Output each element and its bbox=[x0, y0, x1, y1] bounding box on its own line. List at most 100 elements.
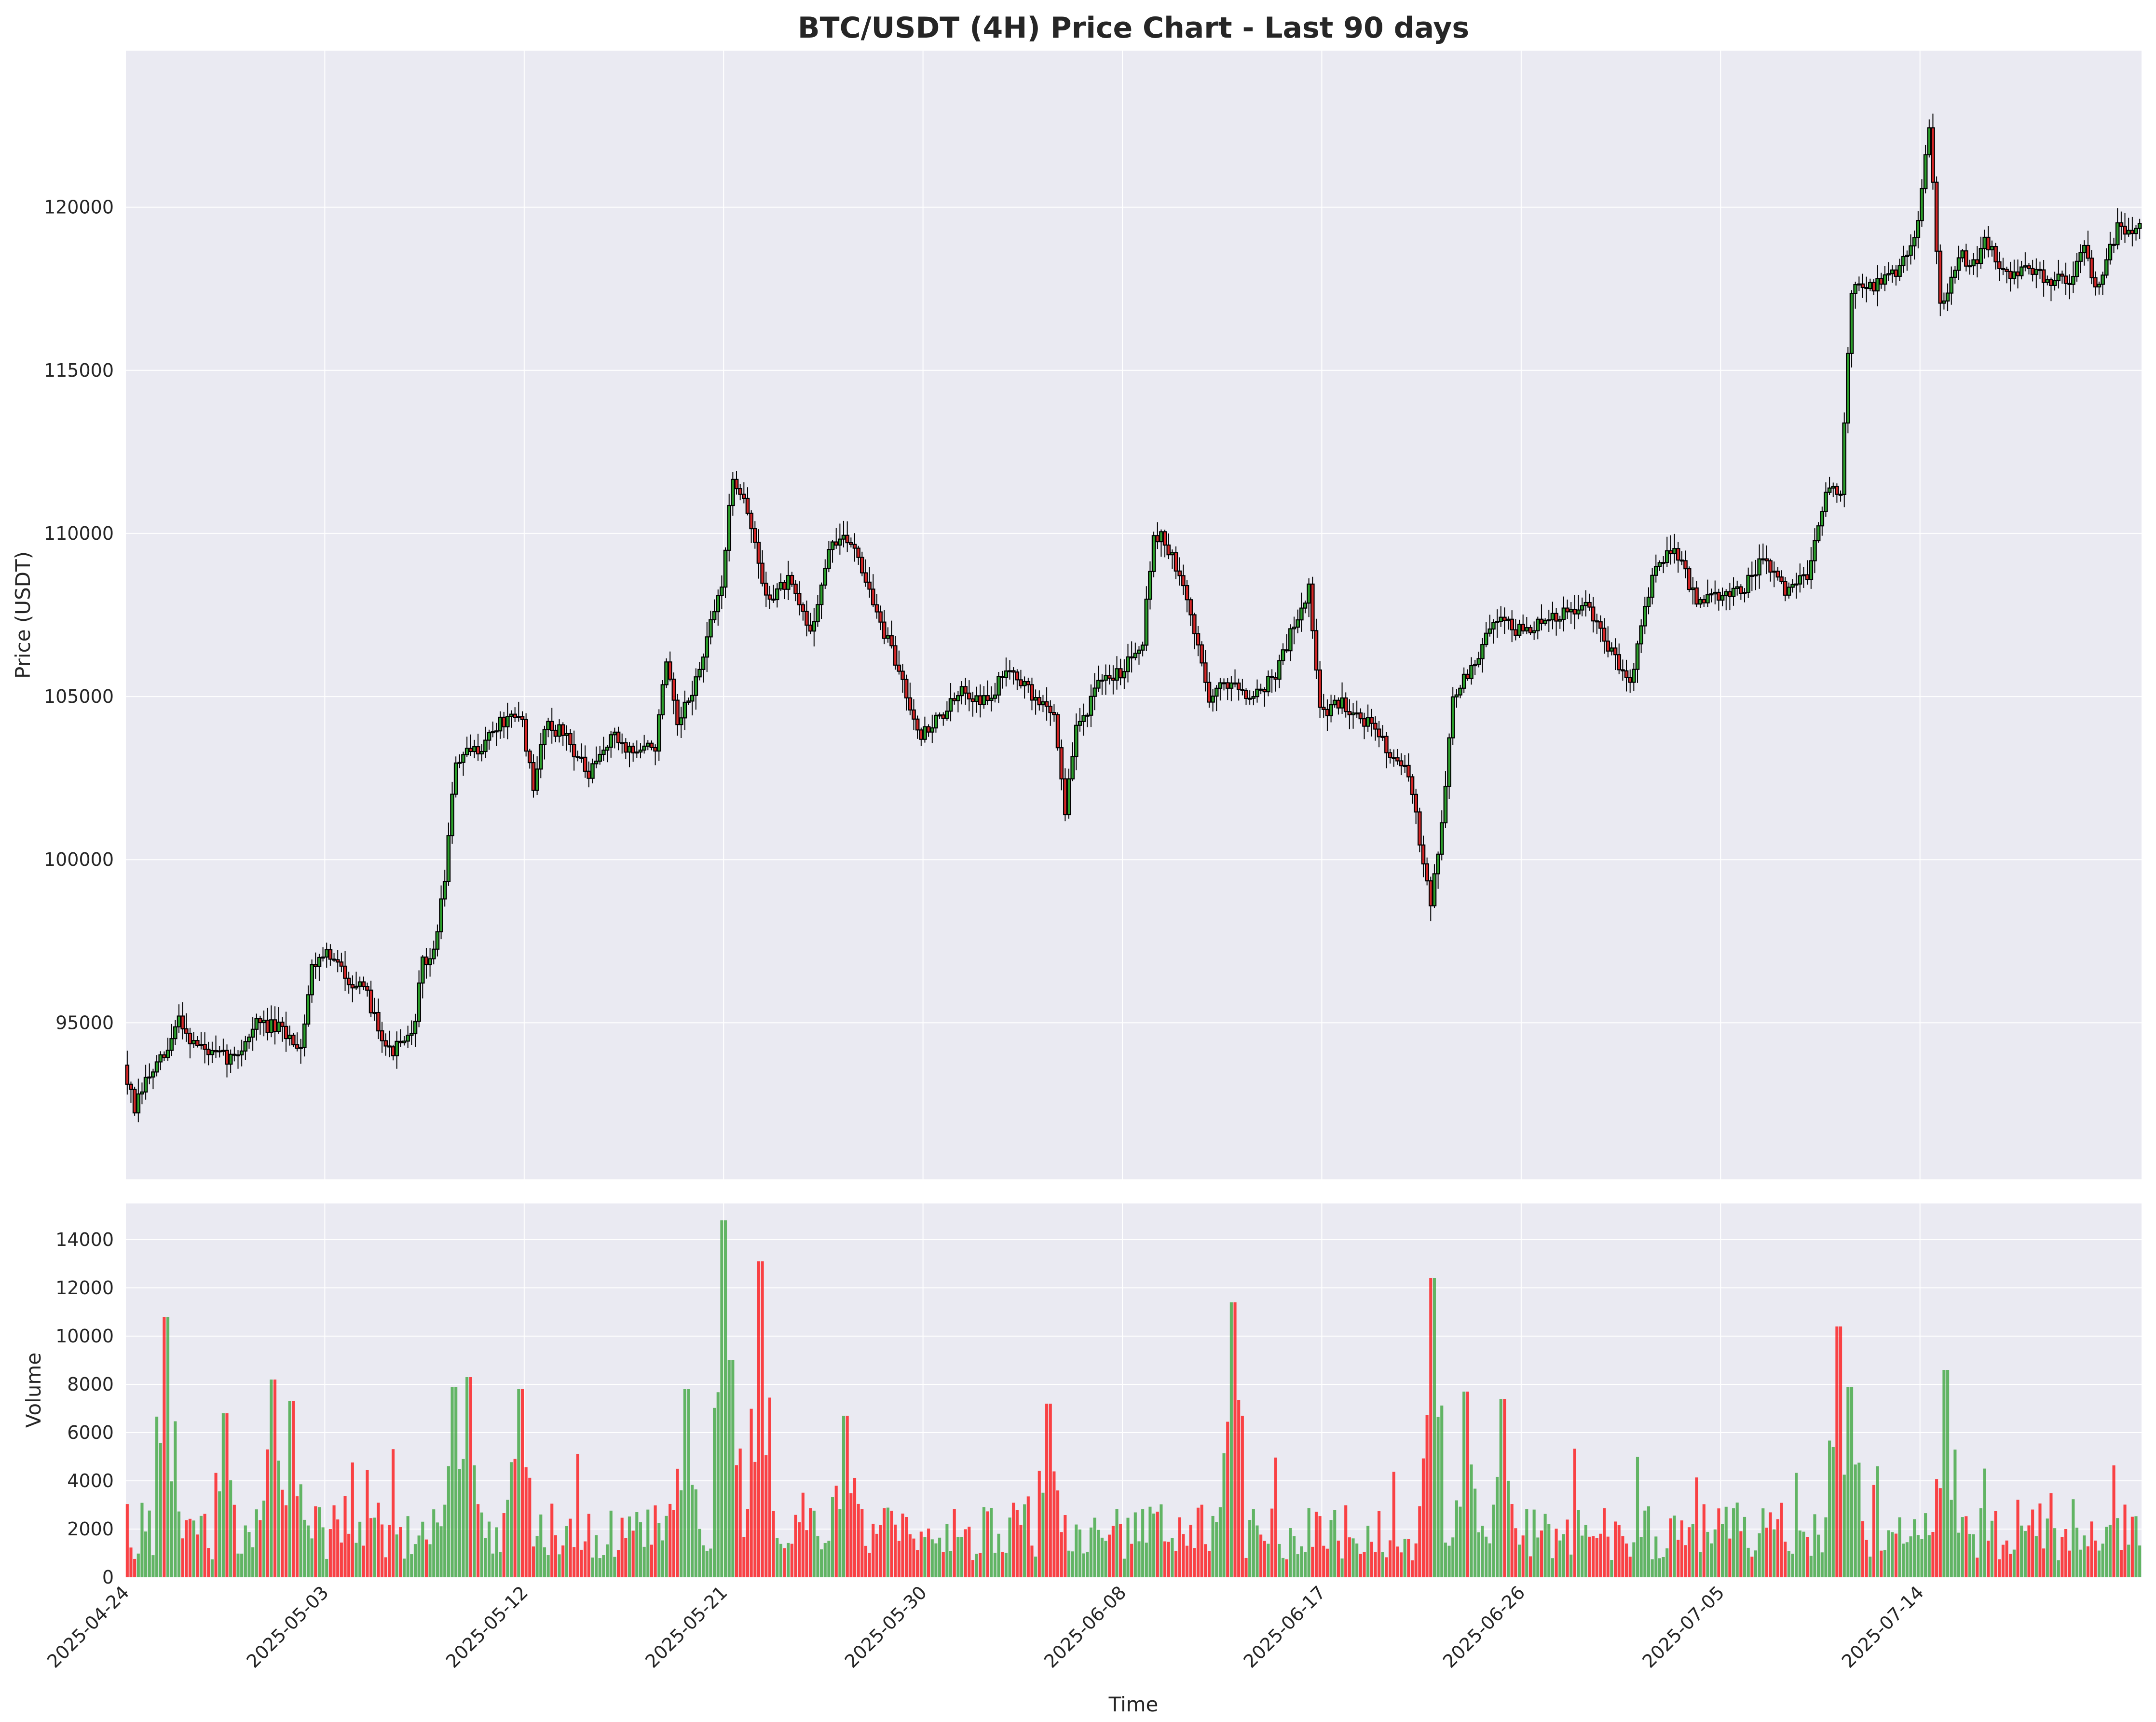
price-plot-area bbox=[125, 51, 2142, 1179]
candle-body bbox=[350, 984, 355, 989]
volume-bar bbox=[543, 1547, 546, 1577]
candle-body bbox=[856, 547, 860, 558]
candle-body bbox=[1325, 709, 1330, 716]
candle-body bbox=[948, 698, 953, 712]
candle-body bbox=[1162, 531, 1167, 546]
volume-bar bbox=[993, 1553, 996, 1577]
volume-bar bbox=[1137, 1541, 1141, 1577]
candle-body bbox=[901, 670, 905, 680]
volume-bar bbox=[1669, 1518, 1672, 1577]
candle-body bbox=[1432, 873, 1437, 907]
candle-body bbox=[1772, 571, 1776, 573]
volume-bar bbox=[827, 1541, 831, 1577]
candle-body bbox=[797, 593, 802, 605]
candle-body bbox=[321, 957, 325, 959]
volume-bar bbox=[177, 1511, 181, 1577]
candle-body bbox=[428, 958, 432, 966]
volume-bar bbox=[1795, 1473, 1798, 1577]
candle-body bbox=[1011, 670, 1016, 673]
volume-bar bbox=[1828, 1440, 1831, 1577]
candle-body bbox=[1218, 682, 1223, 689]
candle-body bbox=[487, 732, 491, 741]
candle-body bbox=[439, 898, 443, 932]
volume-bar bbox=[303, 1519, 306, 1577]
candle-body bbox=[221, 1050, 226, 1052]
volume-bar bbox=[661, 1540, 664, 1577]
candle-body bbox=[723, 549, 728, 588]
candle-body bbox=[893, 645, 898, 666]
candle-body bbox=[247, 1037, 251, 1042]
volume-bar bbox=[1311, 1546, 1314, 1577]
candle-body bbox=[1299, 607, 1304, 621]
candle-body bbox=[1945, 292, 1950, 302]
candle-body bbox=[509, 713, 514, 717]
volume-bar bbox=[1665, 1548, 1669, 1577]
candle-body bbox=[143, 1077, 148, 1093]
candle-body bbox=[919, 729, 924, 740]
candle-body bbox=[1288, 628, 1293, 652]
volume-bar bbox=[1255, 1525, 1259, 1577]
volume-bar bbox=[447, 1466, 450, 1577]
volume-bar bbox=[550, 1503, 554, 1577]
candle-body bbox=[2023, 265, 2028, 268]
candle-body bbox=[1639, 625, 1643, 644]
price-candles bbox=[125, 113, 2142, 1122]
candle-body bbox=[1358, 712, 1363, 720]
candle-body bbox=[1480, 644, 1485, 659]
volume-bar bbox=[528, 1477, 532, 1577]
candle-body bbox=[882, 621, 887, 639]
volume-bar bbox=[1322, 1545, 1325, 1577]
volume-bar bbox=[1496, 1476, 1499, 1577]
volume-bar bbox=[317, 1507, 321, 1577]
volume-bar bbox=[894, 1524, 897, 1577]
candle-body bbox=[354, 985, 358, 989]
candle-body bbox=[793, 584, 798, 594]
volume-bar bbox=[1008, 1517, 1011, 1577]
volume-bar bbox=[133, 1558, 136, 1577]
volume-bar bbox=[753, 1462, 757, 1577]
volume-bar bbox=[1130, 1544, 1133, 1577]
volume-bar bbox=[163, 1317, 166, 1577]
candle-body bbox=[579, 756, 584, 759]
volume-bar bbox=[639, 1522, 642, 1577]
volume-bar bbox=[1389, 1540, 1392, 1577]
candle-body bbox=[705, 636, 710, 658]
candle-body bbox=[206, 1049, 211, 1055]
candle-body bbox=[2027, 265, 2031, 269]
volume-bar bbox=[1769, 1512, 1772, 1577]
candle-body bbox=[1971, 259, 1976, 267]
candle-body bbox=[261, 1019, 266, 1024]
volume-bar bbox=[942, 1552, 945, 1577]
volume-bar bbox=[292, 1401, 295, 1577]
volume-bar bbox=[683, 1389, 686, 1577]
candle-body bbox=[210, 1050, 215, 1055]
candle-body bbox=[372, 1011, 377, 1014]
volume-bar bbox=[214, 1473, 218, 1577]
candle-body bbox=[409, 1033, 414, 1036]
candle-body bbox=[1019, 679, 1023, 686]
candle-body bbox=[720, 586, 724, 597]
candle-body bbox=[1395, 757, 1400, 762]
volume-bar bbox=[1133, 1512, 1137, 1577]
candle-body bbox=[1399, 760, 1404, 766]
candle-body bbox=[1377, 728, 1381, 738]
volume-bar bbox=[1688, 1527, 1691, 1577]
candle-body bbox=[479, 751, 484, 754]
candle-body bbox=[125, 1065, 130, 1085]
volume-bar bbox=[129, 1547, 133, 1577]
volume-bar bbox=[273, 1380, 277, 1577]
candle-body bbox=[1653, 566, 1658, 576]
volume-bar bbox=[1673, 1516, 1676, 1577]
candle-body bbox=[838, 538, 842, 546]
volume-bar bbox=[1510, 1504, 1514, 1577]
volume-bar bbox=[2057, 1560, 2060, 1577]
volume-bar bbox=[716, 1392, 720, 1577]
candle-body bbox=[162, 1054, 166, 1058]
volume-bar bbox=[1854, 1464, 1857, 1577]
candle-body bbox=[517, 716, 521, 718]
volume-bar bbox=[1433, 1278, 1436, 1577]
volume-bar bbox=[1060, 1532, 1063, 1577]
volume-bar bbox=[1410, 1560, 1414, 1577]
candle-body bbox=[605, 746, 610, 751]
volume-bar bbox=[236, 1553, 240, 1577]
